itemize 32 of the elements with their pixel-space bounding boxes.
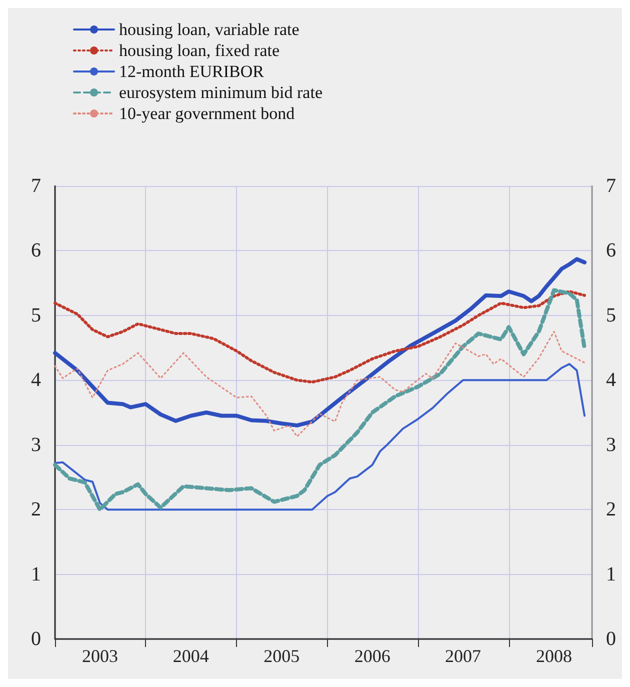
y2-tick-label: 0 (606, 628, 616, 650)
y2-tick-label: 3 (606, 434, 616, 456)
x-tick-label: 2007 (445, 646, 482, 666)
line-series (54, 330, 586, 438)
legend-label: 12-month EURIBOR (119, 62, 265, 81)
line-series (53, 257, 587, 428)
x-tick-label: 2008 (536, 646, 572, 666)
x-tick-label: 2005 (264, 646, 300, 666)
y-tick-label: 0 (31, 628, 41, 650)
line-series (54, 290, 586, 384)
legend-label: eurosystem minimum bid rate (119, 83, 322, 102)
legend-label: housing loan, fixed rate (119, 41, 280, 60)
legend-label: 10-year government bond (119, 104, 296, 123)
y-tick-label: 2 (31, 498, 41, 521)
x-tick-label: 2006 (354, 646, 390, 666)
line-series (54, 362, 586, 511)
line-series (53, 288, 587, 512)
y2-tick-label: 6 (606, 240, 616, 262)
y2-tick-label: 7 (606, 175, 616, 197)
y2-tick-label: 5 (606, 304, 616, 326)
y-tick-label: 5 (31, 304, 41, 326)
x-tick-label: 2003 (82, 646, 118, 666)
y-tick-label: 1 (31, 563, 41, 586)
y2-tick-label: 2 (606, 498, 616, 521)
x-tick-label: 2004 (172, 646, 209, 666)
y2-tick-label: 4 (606, 369, 616, 392)
legend-label: housing loan, variable rate (119, 20, 300, 39)
y-tick-label: 3 (31, 434, 41, 456)
y2-tick-label: 1 (606, 563, 616, 586)
y-tick-label: 7 (31, 175, 41, 197)
y-tick-label: 4 (31, 369, 41, 392)
y-tick-label: 6 (31, 240, 41, 262)
